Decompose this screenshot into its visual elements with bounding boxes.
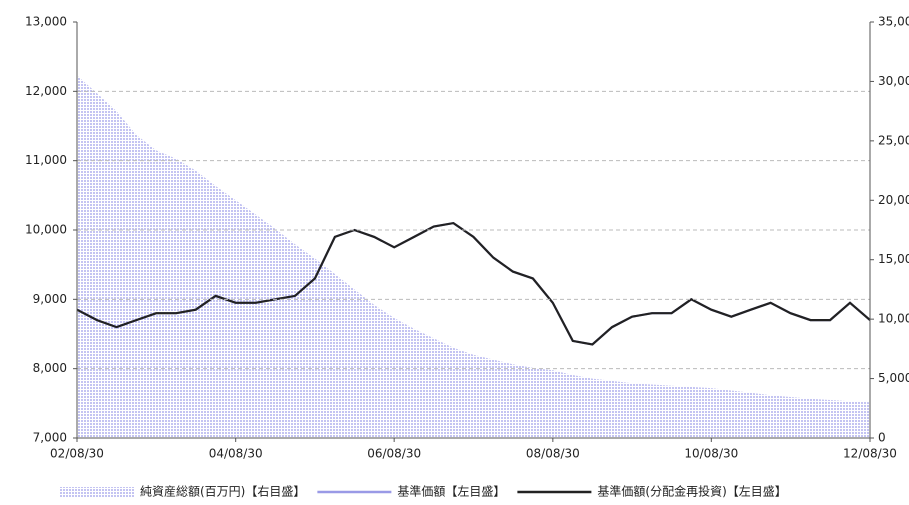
y-tick-label: 7,000 — [33, 431, 67, 445]
line — [76, 221, 871, 346]
legend-label: 基準価額(分配金再投資)【左目盛】 — [597, 484, 786, 499]
y2-tick-label: 15,000 — [878, 252, 909, 266]
y2-tick-label: 20,000 — [878, 193, 909, 207]
y-tick-label: 9,000 — [33, 292, 67, 306]
y2-tick-label: 25,000 — [878, 133, 909, 147]
y-tick-label: 8,000 — [33, 361, 67, 375]
x-tick-label: 02/08/30 — [50, 447, 104, 461]
area — [77, 75, 870, 438]
y-tick-label: 10,000 — [25, 223, 67, 237]
y-tick-label: 12,000 — [25, 84, 67, 98]
x-tick-label: 10/08/30 — [684, 447, 738, 461]
y2-tick-label: 0 — [878, 431, 886, 445]
y2-tick-label: 5,000 — [878, 371, 909, 385]
y2-tick-label: 30,000 — [878, 74, 909, 88]
legend-label: 純資産総額(百万円)【右目盛】 — [140, 484, 305, 499]
x-tick-label: 12/08/30 — [843, 447, 897, 461]
y2-tick-label: 35,000 — [878, 15, 909, 29]
legend-swatch — [60, 487, 134, 497]
x-tick-label: 08/08/30 — [526, 447, 580, 461]
y2-tick-label: 10,000 — [878, 312, 909, 326]
legend-label: 基準価額【左目盛】 — [397, 484, 505, 499]
y-tick-label: 13,000 — [25, 15, 67, 29]
y-tick-label: 11,000 — [25, 153, 67, 167]
x-tick-label: 04/08/30 — [209, 447, 263, 461]
x-tick-label: 06/08/30 — [367, 447, 421, 461]
